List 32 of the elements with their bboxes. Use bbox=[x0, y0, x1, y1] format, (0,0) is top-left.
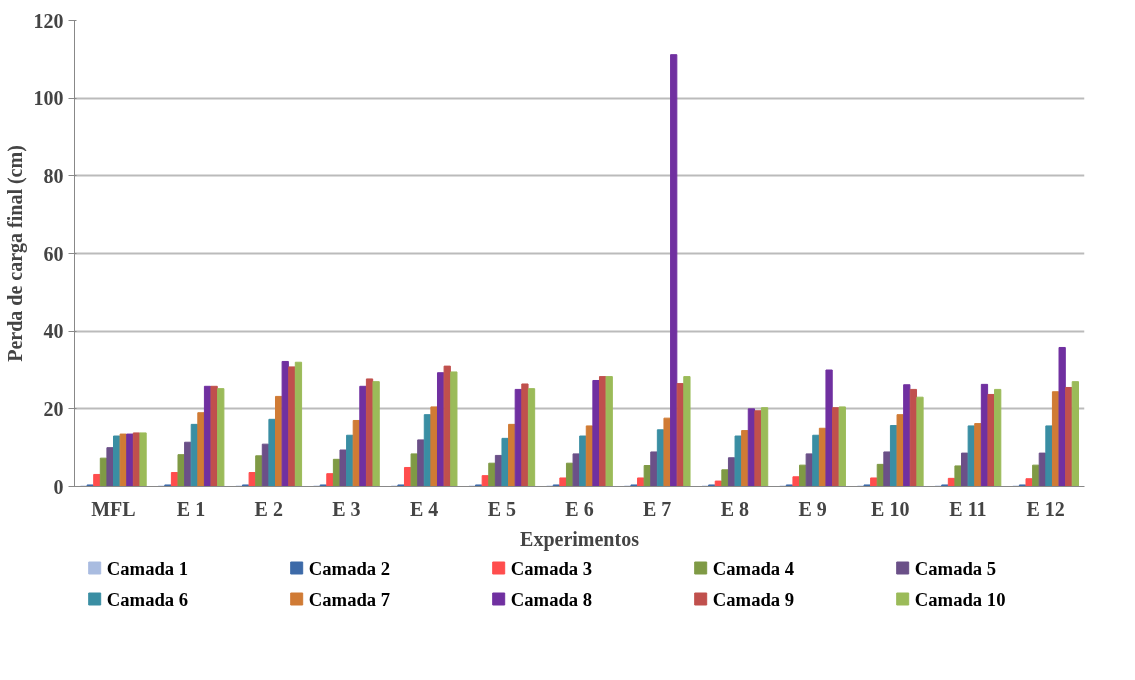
legend-label: Camada 5 bbox=[914, 557, 997, 579]
legend-label: Camada 6 bbox=[106, 588, 189, 610]
legend-label: Camada 3 bbox=[510, 557, 593, 579]
x-axis-title: Experimentos bbox=[520, 527, 640, 551]
legend-label: Camada 10 bbox=[914, 588, 1006, 610]
y-tick-label: 100 bbox=[33, 87, 64, 110]
y-tick-label: 120 bbox=[33, 9, 64, 32]
legend-label: Camada 7 bbox=[308, 588, 391, 610]
x-tick-label: E 4 bbox=[409, 497, 439, 520]
x-tick-label: E 8 bbox=[720, 497, 750, 520]
y-tick-label: 20 bbox=[43, 397, 64, 420]
x-tick-label: E 9 bbox=[798, 497, 827, 520]
x-tick-label: E 2 bbox=[254, 497, 283, 520]
x-tick-label: MFL bbox=[91, 497, 136, 520]
x-tick-label: E 11 bbox=[949, 497, 987, 520]
y-tick-label: 0 bbox=[53, 475, 64, 498]
legend-label: Camada 4 bbox=[712, 557, 795, 579]
x-tick-label: E 10 bbox=[871, 497, 910, 520]
y-axis-title: Perda de carga final (cm) bbox=[3, 145, 27, 362]
legend-label: Camada 9 bbox=[712, 588, 795, 610]
y-tick-label: 80 bbox=[43, 164, 64, 187]
x-tick-label: E 12 bbox=[1026, 497, 1065, 520]
x-tick-label: E 1 bbox=[176, 497, 206, 520]
x-tick-label: E 6 bbox=[565, 497, 594, 520]
legend-label: Camada 8 bbox=[510, 588, 593, 610]
x-tick-label: E 5 bbox=[487, 497, 516, 520]
legend-label: Camada 2 bbox=[308, 557, 391, 579]
y-tick-label: 60 bbox=[43, 242, 64, 265]
x-tick-label: E 3 bbox=[332, 497, 361, 520]
x-tick-label: E 7 bbox=[643, 497, 672, 520]
legend-label: Camada 1 bbox=[106, 557, 189, 579]
y-tick-label: 40 bbox=[43, 320, 64, 343]
